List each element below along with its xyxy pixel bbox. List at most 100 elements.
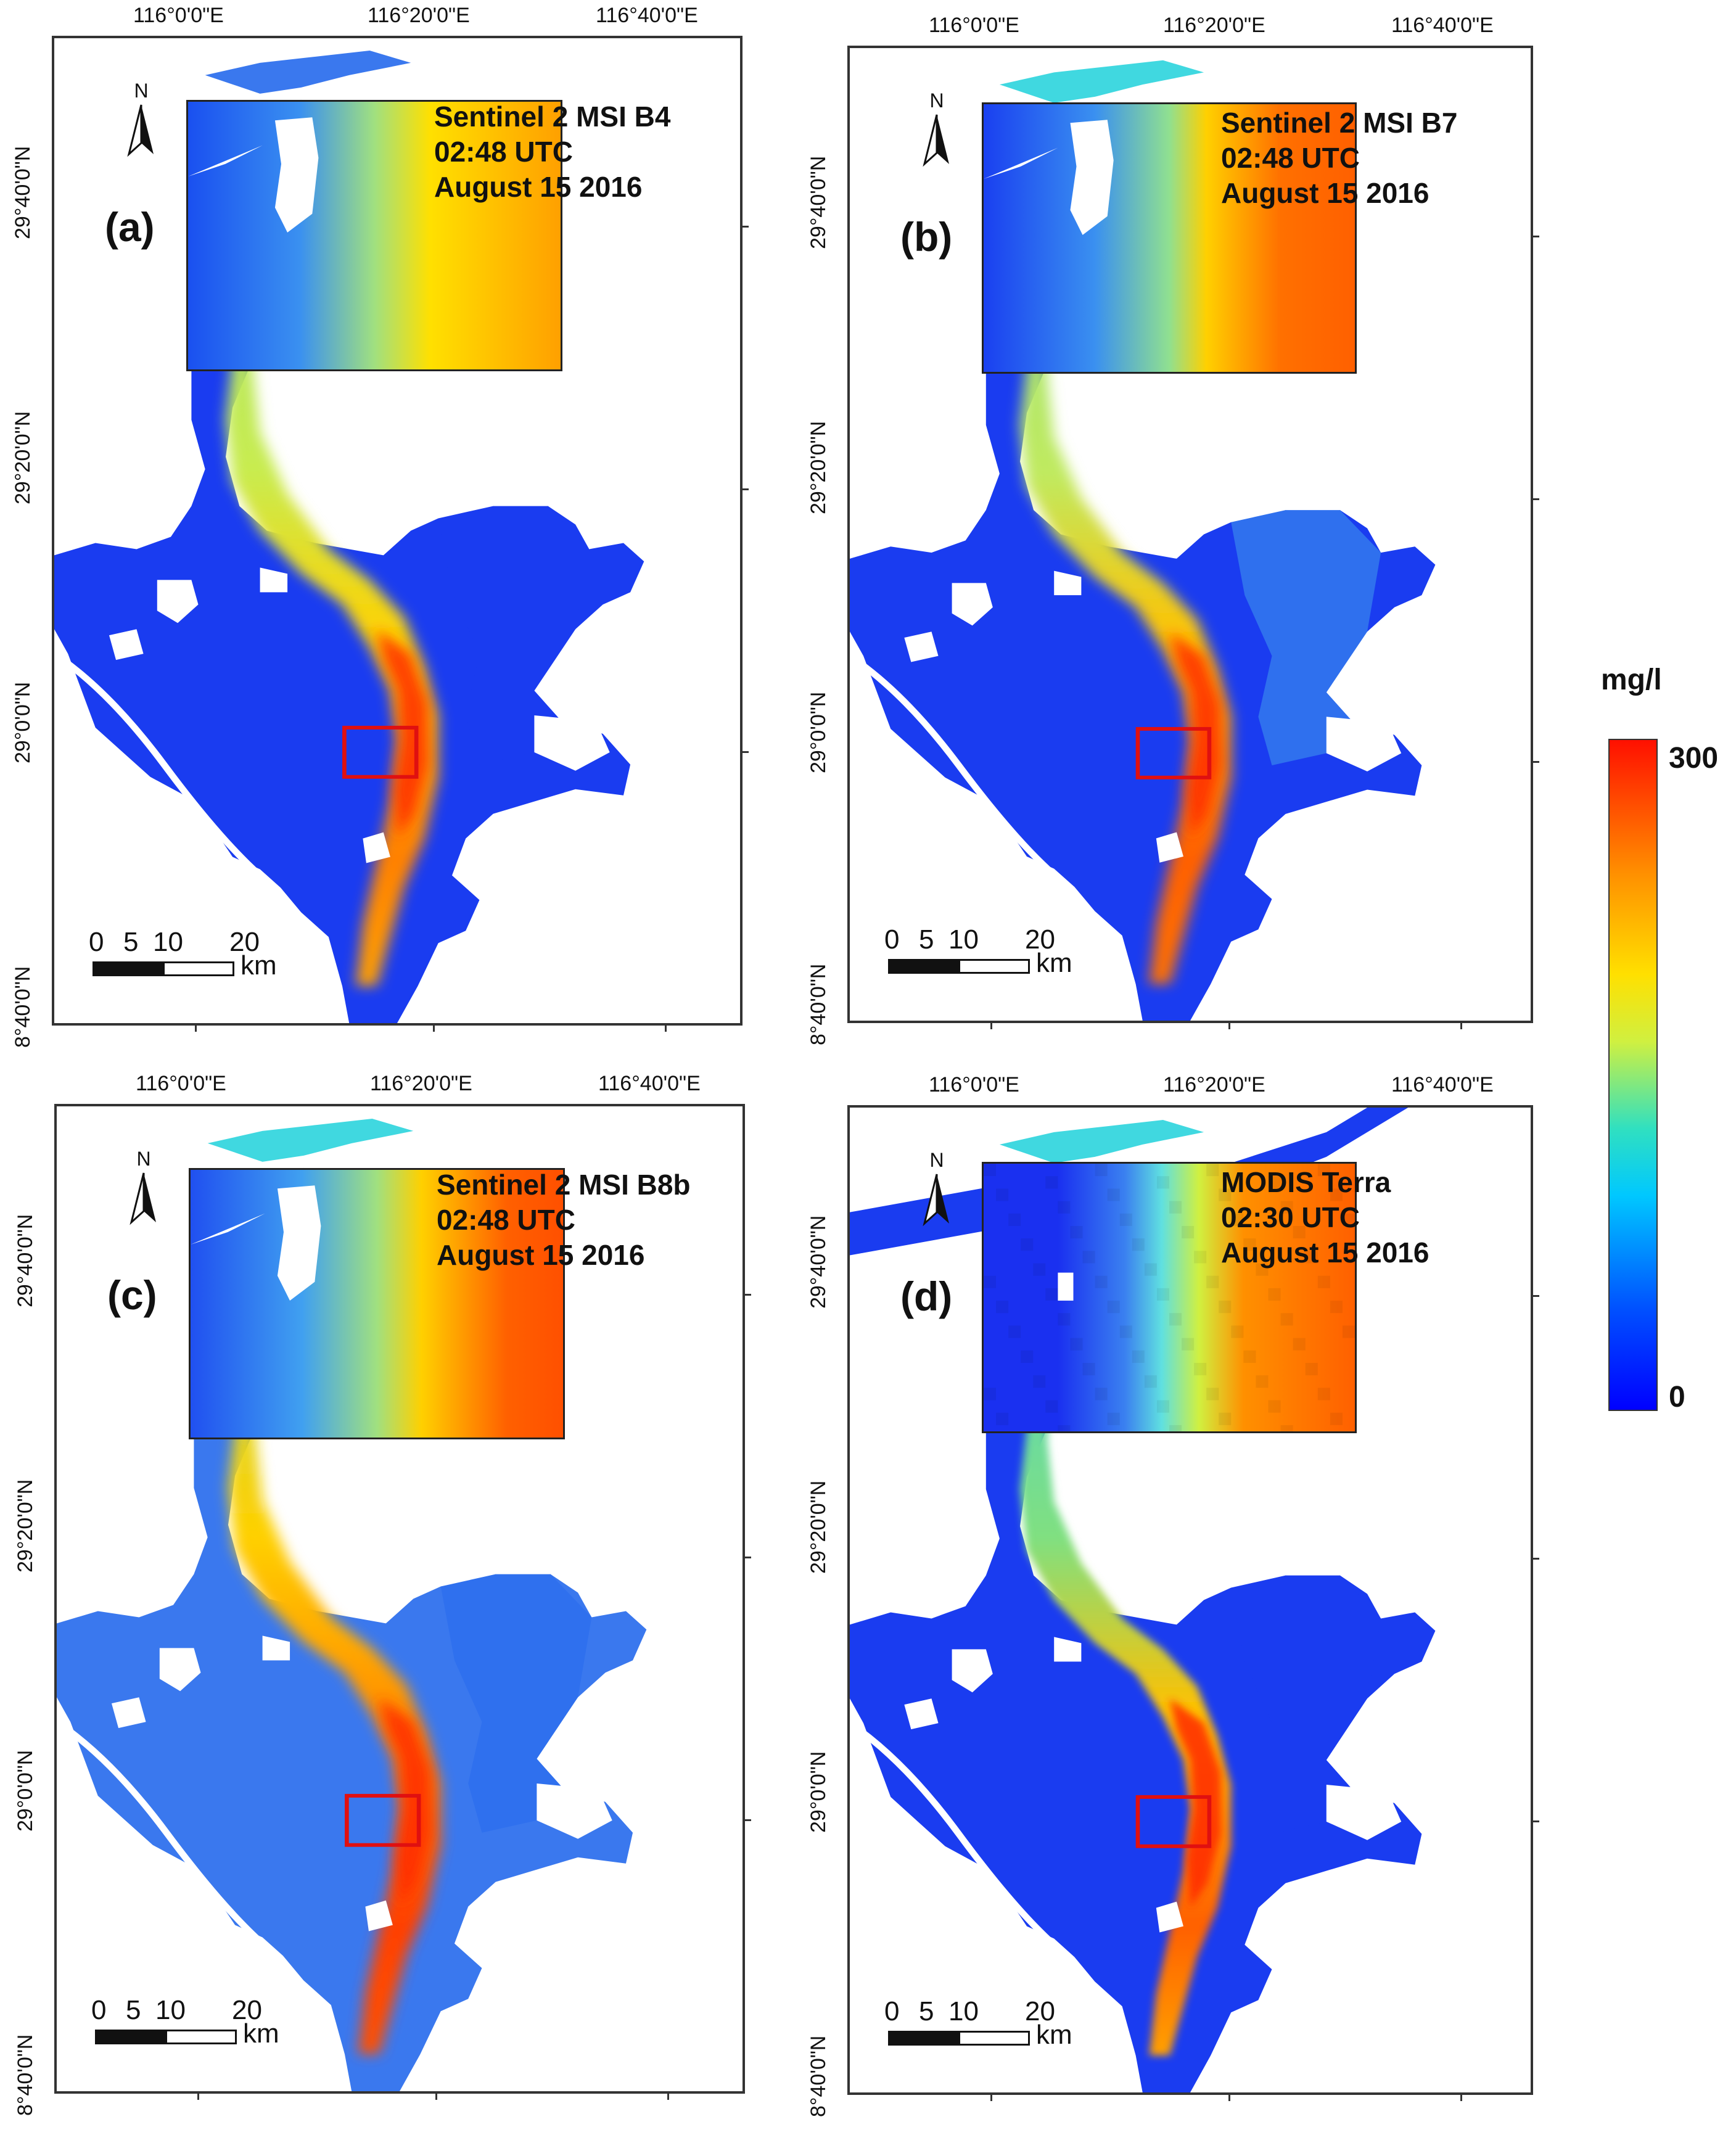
panel-label: (d) bbox=[900, 1273, 953, 1319]
island bbox=[534, 715, 610, 771]
land-strip bbox=[850, 1721, 1057, 1947]
latitude-label: 8°40'0"N bbox=[11, 966, 35, 1048]
sediment-plume bbox=[228, 1192, 441, 2055]
study-area-box bbox=[1135, 1795, 1212, 1848]
island bbox=[109, 629, 144, 660]
island bbox=[537, 1783, 612, 1839]
sediment-plume bbox=[1020, 133, 1232, 984]
panel-title-date: August 15 2016 bbox=[434, 171, 643, 203]
latitude-tick bbox=[743, 1819, 751, 1821]
scale-bar-black bbox=[93, 961, 164, 976]
island bbox=[904, 631, 939, 662]
longitude-label: 116°40'0"E bbox=[596, 4, 698, 27]
scale-bar-white bbox=[958, 2031, 1030, 2046]
scale-unit: km bbox=[243, 2018, 279, 2049]
longitude-label: 116°40'0"E bbox=[598, 1072, 701, 1095]
scale-tick-label: 0 bbox=[884, 1996, 900, 2026]
island bbox=[952, 1649, 993, 1693]
latitude-label: 29°40'0"N bbox=[14, 1214, 37, 1307]
plume-core bbox=[1169, 631, 1221, 839]
longitude-tick bbox=[990, 1021, 992, 1029]
scale-bar-black bbox=[888, 2031, 960, 2046]
scale-tick-label: 20 bbox=[229, 927, 260, 957]
plume-core bbox=[1169, 1698, 1221, 1908]
scale-tick-label: 5 bbox=[919, 924, 934, 955]
panel-title-sensor: MODIS Terra bbox=[1221, 1166, 1391, 1198]
scale-tick-label: 0 bbox=[89, 927, 104, 957]
longitude-tick bbox=[1460, 1021, 1462, 1029]
island bbox=[159, 1648, 201, 1692]
scale-tick-label: 20 bbox=[232, 1995, 262, 2025]
panel-title-time: 02:48 UTC bbox=[434, 136, 573, 168]
scale-tick-label: 5 bbox=[126, 1995, 141, 2025]
panel-title-sensor: Sentinel 2 MSI B8b bbox=[437, 1169, 691, 1201]
latitude-label: 29°0'0"N bbox=[11, 681, 35, 763]
scale-bar-white bbox=[165, 2030, 237, 2044]
plume-core bbox=[376, 629, 429, 839]
latitude-label: 29°40'0"N bbox=[807, 155, 830, 249]
north-arrow-icon: N bbox=[915, 89, 958, 172]
north-arrow-icon: N bbox=[915, 1148, 958, 1232]
land-strip bbox=[57, 1719, 265, 1946]
island bbox=[262, 1635, 290, 1661]
latitude-label: 29°20'0"N bbox=[807, 421, 830, 514]
island bbox=[1326, 717, 1402, 771]
scale-tick-label: 5 bbox=[919, 1996, 934, 2026]
inset-zoom bbox=[982, 1162, 1357, 1433]
land-strip bbox=[850, 653, 1057, 877]
latitude-tick bbox=[1531, 1820, 1539, 1822]
longitude-label: 116°40'0"E bbox=[1391, 14, 1494, 37]
study-area-box bbox=[345, 1793, 421, 1847]
river-channel bbox=[999, 60, 1204, 103]
panel-title-sensor: Sentinel 2 MSI B4 bbox=[434, 101, 671, 133]
panel-label: (c) bbox=[107, 1272, 157, 1318]
longitude-tick bbox=[990, 2092, 992, 2101]
latitude-label: 29°20'0"N bbox=[14, 1479, 37, 1573]
longitude-label: 116°0'0"E bbox=[133, 4, 224, 27]
longitude-label: 116°20'0"E bbox=[1163, 14, 1265, 37]
panel-title-time: 02:30 UTC bbox=[1221, 1201, 1360, 1233]
latitude-label: 29°0'0"N bbox=[807, 1751, 830, 1833]
svg-text:N: N bbox=[929, 1149, 944, 1171]
panel-label: (b) bbox=[900, 214, 953, 260]
scale-tick-label: 10 bbox=[948, 924, 979, 955]
longitude-label: 116°0'0"E bbox=[136, 1072, 226, 1095]
latitude-tick bbox=[743, 1294, 751, 1296]
longitude-tick bbox=[1460, 2092, 1462, 2101]
longitude-label: 116°20'0"E bbox=[370, 1072, 472, 1095]
scale-unit: km bbox=[241, 950, 277, 981]
north-arrow-icon: N bbox=[122, 1147, 165, 1230]
longitude-label: 116°20'0"E bbox=[1163, 1073, 1265, 1096]
inset-island bbox=[1058, 1272, 1074, 1301]
panel-title-date: August 15 2016 bbox=[437, 1239, 645, 1271]
longitude-label: 116°0'0"E bbox=[929, 14, 1019, 37]
scale-tick-label: 0 bbox=[91, 1995, 107, 2025]
scale-unit: km bbox=[1036, 2020, 1072, 2050]
latitude-label: 8°40'0"N bbox=[14, 2034, 37, 2116]
island bbox=[1156, 832, 1183, 863]
inset-island bbox=[274, 117, 319, 232]
study-area-box bbox=[342, 725, 419, 779]
latitude-label: 29°0'0"N bbox=[14, 1750, 37, 1832]
longitude-tick bbox=[1228, 1021, 1230, 1029]
island bbox=[1156, 1901, 1183, 1933]
longitude-label: 116°20'0"E bbox=[368, 4, 470, 27]
colorbar-gradient bbox=[1608, 739, 1658, 1411]
island bbox=[1054, 1637, 1082, 1662]
latitude-tick bbox=[1531, 236, 1539, 237]
latitude-label: 29°40'0"N bbox=[11, 146, 35, 239]
panel-title-time: 02:48 UTC bbox=[1221, 142, 1360, 174]
svg-text:N: N bbox=[929, 89, 944, 112]
latitude-tick bbox=[1531, 761, 1539, 763]
island bbox=[157, 580, 199, 623]
latitude-tick bbox=[740, 751, 749, 753]
inset-zoom bbox=[982, 102, 1357, 374]
svg-text:N: N bbox=[136, 1148, 150, 1170]
island bbox=[365, 1900, 393, 1931]
colorbar-max-label: 300 bbox=[1669, 742, 1719, 775]
colorbar-min-label: 0 bbox=[1669, 1381, 1685, 1413]
longitude-tick bbox=[667, 2091, 669, 2100]
island bbox=[1326, 1784, 1402, 1840]
plume-core bbox=[379, 1697, 431, 1907]
latitude-label: 29°0'0"N bbox=[807, 691, 830, 773]
